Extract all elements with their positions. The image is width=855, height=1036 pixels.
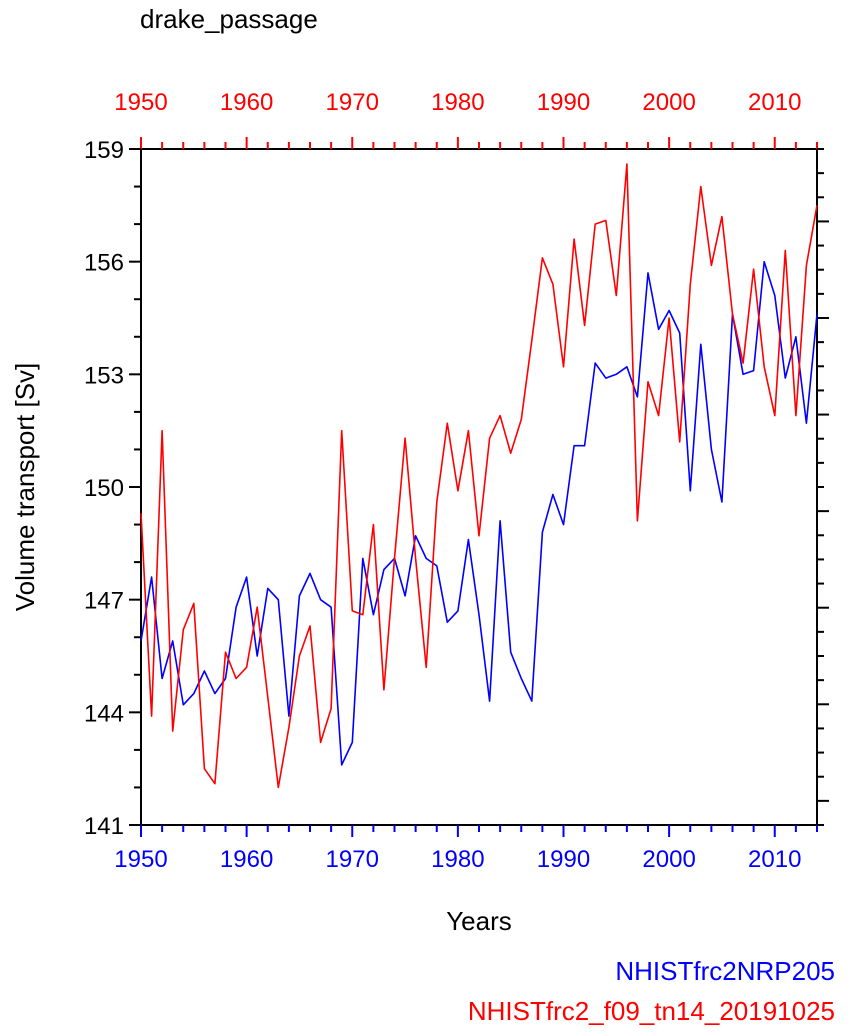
x-tick-label-bottom: 1970 (326, 846, 379, 873)
x-tick-label-top: 2010 (748, 89, 801, 116)
x-tick-label-top: 1970 (326, 89, 379, 116)
legend-entry-blue: NHISTfrc2NRP205 (615, 956, 835, 986)
series-line-1 (140, 260, 818, 766)
x-tick-label-top: 1980 (431, 89, 484, 116)
tick-labels: 1950 1950 1960 1960 1970 1970 1980 1980 1990 1990… (84, 89, 801, 873)
x-tick-label-bottom: 1980 (431, 846, 484, 873)
x-tick-label-top: 1950 (114, 89, 167, 116)
y-axis-label: Volume transport [Sv] (10, 363, 40, 612)
legend-entry-red: NHISTfrc2_f09_tn14_20191025 (467, 996, 835, 1026)
tick-marks (129, 137, 829, 837)
x-tick-label-bottom: 1950 (114, 846, 167, 873)
x-tick-label-top: 2000 (642, 89, 695, 116)
x-tick-label-bottom: 1960 (220, 846, 273, 873)
x-tick-label-top: 1990 (537, 89, 590, 116)
x-tick-label-top: 1960 (220, 89, 273, 116)
y-tick-label: 150 (84, 475, 124, 502)
series-line-2 (140, 163, 818, 789)
y-tick-label: 156 (84, 250, 124, 277)
y-tick-label: 141 (84, 813, 124, 840)
x-tick-label-bottom: 2000 (642, 846, 695, 873)
x-tick-label-bottom: 1990 (537, 846, 590, 873)
y-tick-label: 159 (84, 137, 124, 164)
y-tick-label: 153 (84, 362, 124, 389)
y-tick-label: 147 (84, 588, 124, 615)
series-lines (140, 163, 818, 789)
x-axis-label: Years (446, 906, 512, 936)
y-tick-label: 144 (84, 700, 124, 727)
plot-frame (140, 148, 818, 826)
chart-title: drake_passage (140, 4, 318, 34)
x-tick-label-bottom: 2010 (748, 846, 801, 873)
